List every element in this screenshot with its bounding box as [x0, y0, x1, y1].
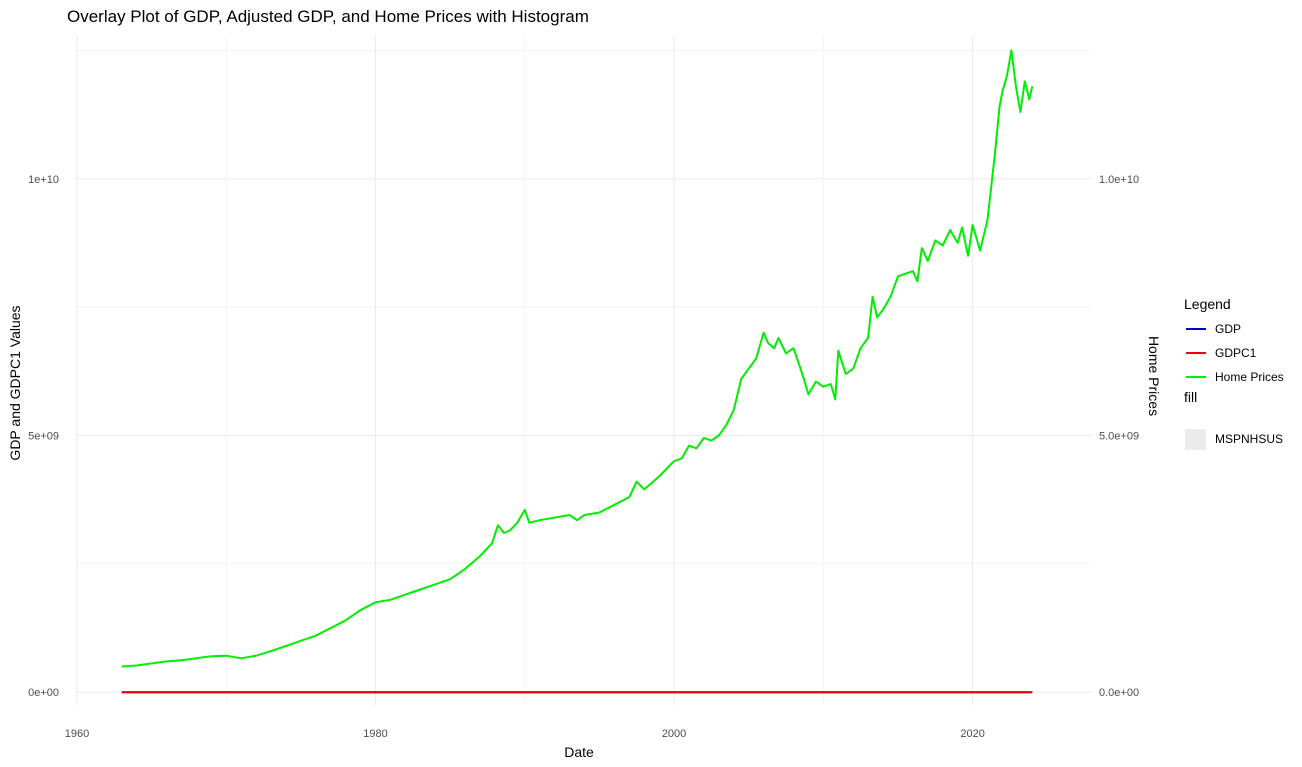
x-tick-label: 1960: [65, 728, 89, 740]
y-tick-label-left: 5e+09: [28, 430, 59, 442]
y-axis-title-left: GDP and GDPC1 Values: [7, 305, 23, 460]
x-tick-label: 2000: [662, 728, 686, 740]
legend-label: GDPC1: [1215, 346, 1257, 360]
chart-title: Overlay Plot of GDP, Adjusted GDP, and H…: [67, 7, 589, 26]
y-tick-label-right: 5.0e+09: [1099, 430, 1139, 442]
fill-legend-label: MSPNHSUS: [1215, 432, 1283, 446]
y-tick-label-right: 0.0e+00: [1099, 687, 1139, 699]
y-tick-label-right: 1.0e+10: [1099, 174, 1139, 186]
x-axis-title: Date: [564, 744, 594, 760]
x-tick-label: 2020: [960, 728, 984, 740]
tick-labels: 1960 1980 2000 2020 0e+00 5e+09 1e+10 0.0e+00 5.…: [28, 174, 1139, 740]
legend-label: Home Prices: [1215, 370, 1284, 384]
series-line-home-prices: [121, 49, 1034, 668]
legend-label: GDP: [1215, 322, 1241, 336]
legend: Legend GDP GDPC1 Home Prices fill MSPNHSUS: [1184, 296, 1284, 450]
y-tick-label-left: 1e+10: [28, 174, 59, 186]
fill-legend-key: [1185, 429, 1206, 450]
series-layer: [121, 49, 1034, 694]
grid: [76, 35, 1092, 705]
fill-legend-title: fill: [1184, 389, 1197, 405]
x-tick-label: 1980: [363, 728, 387, 740]
legend-title: Legend: [1184, 296, 1231, 312]
y-tick-label-left: 0e+00: [28, 687, 59, 699]
y-axis-title-right: Home Prices: [1146, 336, 1162, 416]
